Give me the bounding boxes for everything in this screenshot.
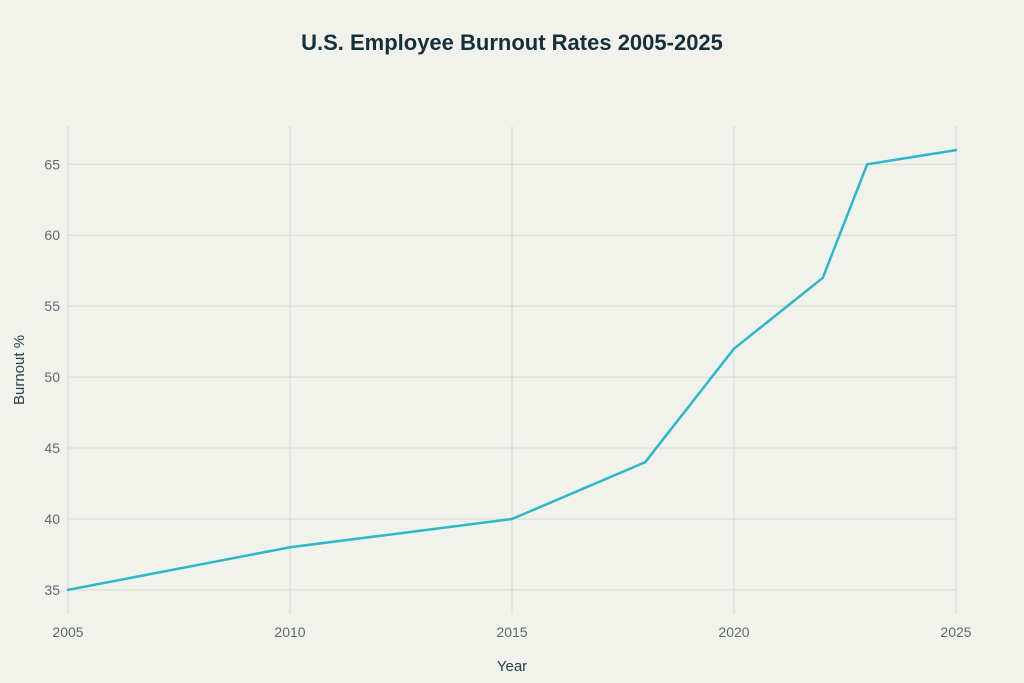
y-gridlines — [68, 163, 956, 591]
x-axis-ticks: 2005 2010 2015 2020 2025 — [52, 624, 971, 640]
data-point — [510, 517, 514, 521]
data-point — [66, 588, 70, 592]
data-point — [288, 546, 292, 549]
y-tick-label: 55 — [44, 298, 60, 314]
y-tick-label: 35 — [44, 582, 60, 598]
data-point — [732, 347, 736, 350]
y-tick-label: 60 — [44, 227, 60, 243]
x-tick-label: 2015 — [496, 624, 527, 640]
data-point — [954, 148, 958, 152]
y-axis-ticks: 35 40 45 50 55 60 65 — [44, 156, 60, 598]
data-point — [644, 461, 647, 464]
y-tick-label: 45 — [44, 440, 60, 456]
y-tick-label: 50 — [44, 369, 60, 385]
x-tick-label: 2005 — [52, 624, 83, 640]
series-layer — [66, 148, 958, 592]
x-tick-label: 2010 — [274, 624, 305, 640]
y-tick-label: 40 — [44, 511, 60, 527]
chart-title: U.S. Employee Burnout Rates 2005-2025 — [301, 30, 723, 55]
x-axis-title: Year — [497, 658, 527, 675]
data-point — [821, 276, 824, 279]
y-axis-title: Burnout % — [11, 335, 28, 405]
x-tick-label: 2025 — [940, 624, 971, 640]
y-tick-label: 65 — [44, 156, 60, 172]
series-line-0 — [66, 148, 958, 592]
data-point — [866, 163, 869, 166]
x-gridlines — [67, 126, 957, 614]
x-tick-label: 2020 — [718, 624, 749, 640]
